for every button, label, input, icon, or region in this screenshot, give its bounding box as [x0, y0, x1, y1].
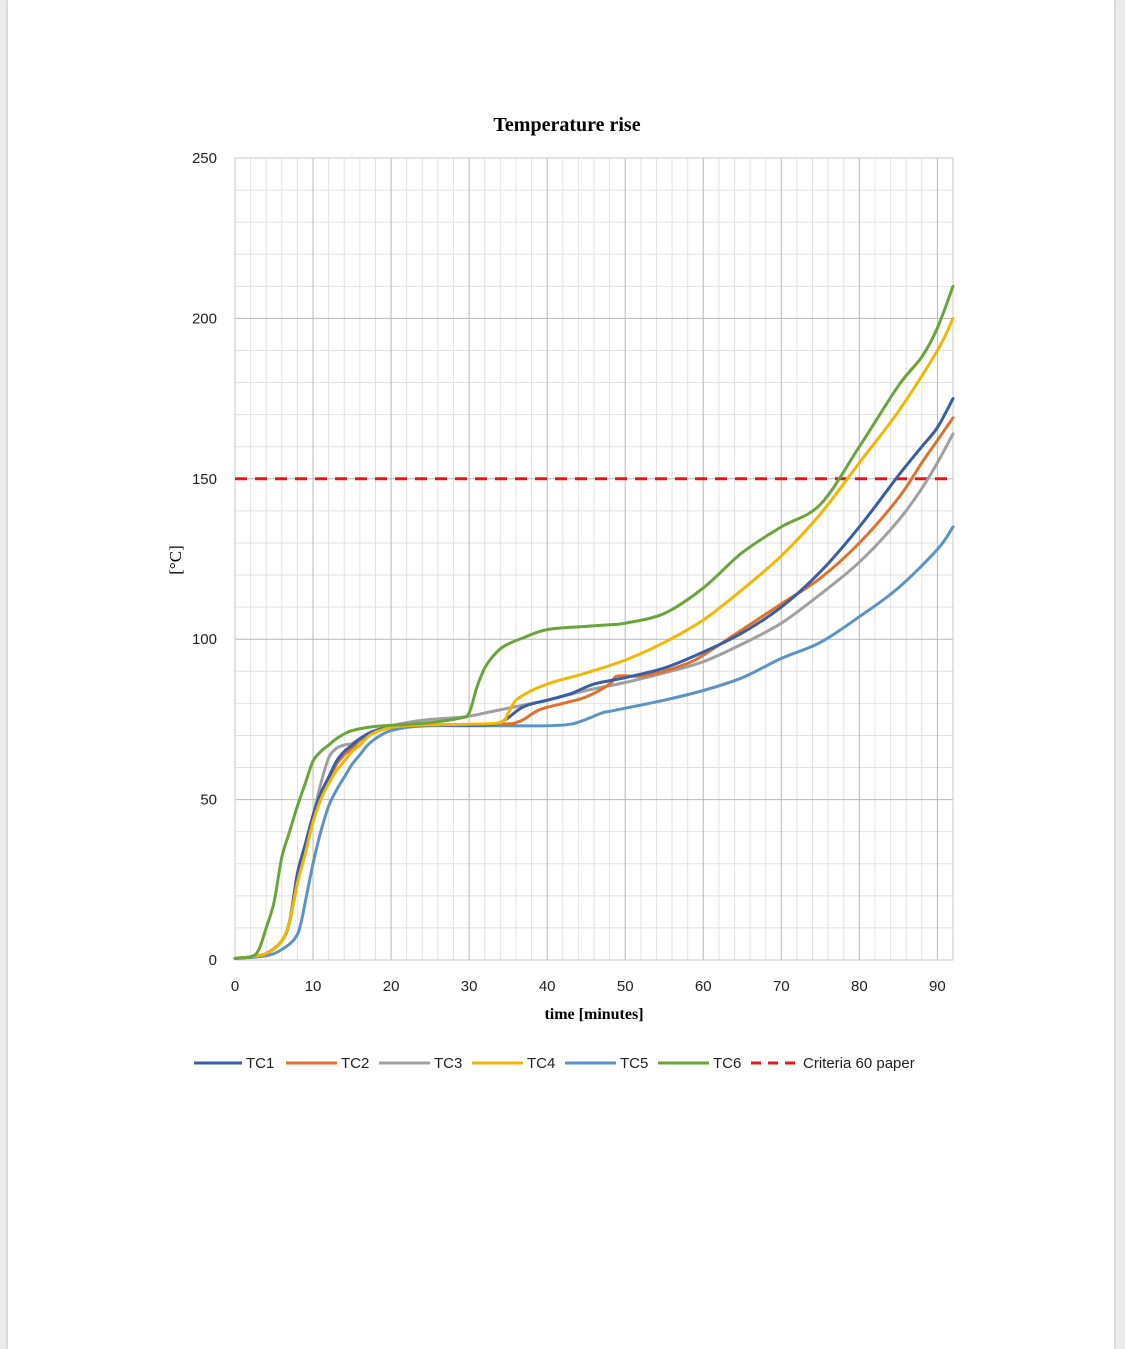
x-tick-label: 80 [851, 978, 868, 995]
legend-label: TC5 [620, 1055, 648, 1072]
document-page: 0 10 20 30 40 50 60 70 80 90 0 50 100 150 200 250 Tempe… [8, 0, 1114, 1349]
plot-border [234, 157, 954, 961]
y-tick-label: 150 [192, 471, 217, 488]
x-tick-label: 50 [617, 978, 634, 995]
x-tick-label: 0 [231, 978, 239, 995]
x-tick-label: 60 [695, 978, 712, 995]
grid-minor [235, 158, 954, 960]
legend-label: TC2 [341, 1055, 369, 1072]
plot-area [234, 157, 954, 961]
y-tick-label: 250 [192, 150, 217, 167]
y-axis-label: [°C] [166, 545, 185, 574]
y-tick-label: 50 [200, 792, 217, 809]
series-layer [233, 284, 955, 960]
legend-label: TC4 [527, 1055, 555, 1072]
x-tick-label: 90 [929, 978, 946, 995]
y-tick-label: 0 [209, 952, 217, 969]
x-tick-label: 70 [773, 978, 790, 995]
series-line-tc6 [233, 284, 955, 960]
x-tick-label: 20 [383, 978, 400, 995]
chart-title: Temperature rise [493, 114, 640, 136]
x-tick-label: 40 [539, 978, 556, 995]
x-tick-label: 10 [305, 978, 322, 995]
series-line-tc5 [233, 525, 955, 960]
series-line-tc4 [233, 316, 955, 960]
legend-label: TC6 [713, 1055, 741, 1072]
legend: TC1 TC2 TC3 TC4 TC5 TC6 Criteria 60 paper [194, 1055, 915, 1072]
legend-label: TC1 [246, 1055, 274, 1072]
tick-labels: 0 10 20 30 40 50 60 70 80 90 0 50 100 150 200 250 [192, 150, 946, 995]
x-tick-label: 30 [461, 978, 478, 995]
y-tick-label: 100 [192, 631, 217, 648]
x-axis-label: time [minutes] [544, 1006, 643, 1023]
temperature-chart: 0 10 20 30 40 50 60 70 80 90 0 50 100 150 200 250 Tempe… [166, 114, 955, 1072]
y-tick-label: 200 [192, 310, 217, 327]
legend-label: TC3 [434, 1055, 462, 1072]
legend-label: Criteria 60 paper [803, 1055, 915, 1072]
